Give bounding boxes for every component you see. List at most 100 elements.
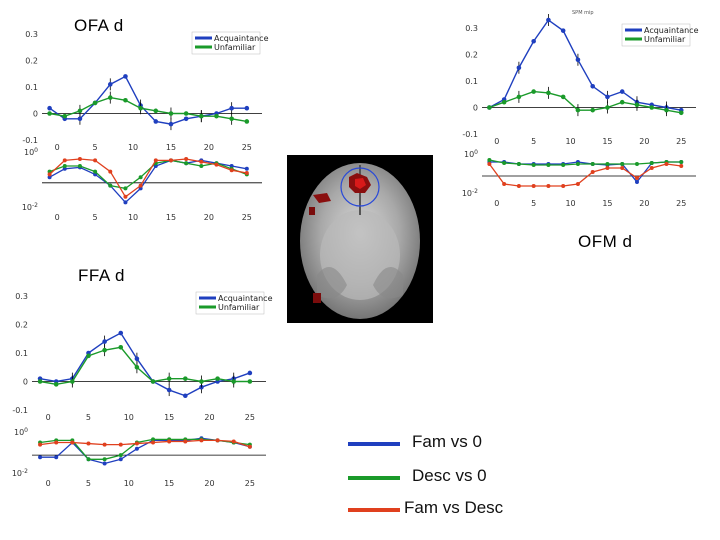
data-point [229, 116, 234, 122]
p-data-point [575, 182, 580, 186]
x-tick-label: 25 [245, 479, 255, 488]
ofm-title: OFM d [578, 232, 633, 251]
legend-entry: Unfamiliar [644, 35, 686, 44]
data-point [247, 370, 253, 376]
y-tick-label: 0 [473, 104, 478, 113]
ofm-panel: 0.3 0.2 0.1 0 -0.1 Acquaintance Unfamiliar 100 1… [456, 14, 706, 210]
p-data-point [62, 166, 67, 171]
tick-exponent: -2 [22, 468, 28, 475]
data-point [634, 102, 640, 108]
p-data-point [138, 183, 143, 188]
data-point [70, 379, 75, 384]
data-point [664, 107, 669, 113]
p-data-point [168, 158, 173, 163]
y-tick-label: -0.1 [462, 130, 478, 139]
p-data-point [231, 439, 236, 444]
p-data-point [118, 457, 123, 462]
x-tick-label-upper: 20 [639, 137, 649, 146]
p-data-point [123, 200, 128, 205]
data-point [168, 111, 174, 116]
data-point [546, 90, 551, 96]
p-data-point [184, 161, 189, 166]
data-point [118, 330, 124, 336]
activation-blob-core [355, 178, 366, 189]
data-point [183, 393, 188, 399]
p-data-point [679, 164, 684, 168]
y-tick-label: 0.3 [465, 24, 478, 33]
brain-fold-right [373, 267, 403, 299]
x-tick-label-upper: 25 [676, 137, 686, 146]
p-data-point [86, 441, 91, 446]
series-line [39, 332, 251, 397]
data-point [214, 113, 219, 119]
p-series-line [488, 163, 682, 187]
p-data-point [199, 164, 204, 168]
p-data-point [151, 440, 156, 445]
p-tick-label: 100 [14, 427, 28, 437]
p-data-point [184, 157, 189, 161]
data-point [92, 100, 98, 106]
x-tick-label-upper: 15 [166, 143, 176, 152]
y-tick-label: 0.3 [15, 292, 28, 301]
p-data-point [123, 186, 128, 191]
p-data-point [487, 162, 492, 166]
p-data-point [118, 442, 123, 447]
brain-slice-image [287, 155, 433, 323]
data-point [138, 105, 143, 111]
activation-blob-left [313, 193, 331, 203]
p-data-point [215, 438, 220, 443]
p-tick-label: 10-2 [12, 468, 28, 478]
x-tick-label-upper: 25 [242, 143, 252, 152]
data-point [215, 376, 220, 381]
ofa-panel: 0.3 0.2 0.1 0 -0.1 Acquaintance Unfamiliar 100 1… [16, 28, 269, 222]
legend-entry: Acquaintance [218, 294, 273, 303]
x-tick-label-upper: 5 [86, 413, 91, 422]
legend-entry: Acquaintance [644, 26, 699, 35]
data-point [560, 94, 566, 100]
x-tick-label: 0 [494, 199, 499, 208]
p-data-point [102, 461, 107, 466]
data-point [102, 339, 107, 344]
p-data-point [214, 162, 219, 167]
data-point [183, 111, 189, 116]
p-data-point [561, 184, 566, 188]
x-tick-label: 20 [204, 213, 214, 222]
p-data-point [54, 455, 59, 460]
y-tick-label: 0.2 [25, 57, 38, 66]
p-data-point [77, 164, 82, 168]
series-line [39, 346, 250, 386]
p-data-point [649, 161, 654, 165]
x-tick-label-upper: 25 [245, 413, 255, 422]
x-tick-label: 5 [531, 199, 536, 208]
data-point [107, 95, 113, 100]
data-point [134, 364, 140, 370]
tick-exponent: 0 [474, 149, 478, 156]
data-point [37, 379, 43, 384]
data-point [150, 379, 156, 384]
ffa-title: FFA d [78, 266, 125, 285]
data-point [118, 345, 124, 350]
data-point [531, 89, 536, 94]
p-data-point [54, 440, 59, 445]
data-point [575, 57, 581, 63]
p-data-point [664, 162, 669, 166]
p-data-point [229, 164, 234, 168]
y-tick-label: -0.1 [12, 406, 28, 415]
x-tick-label-upper: 20 [204, 143, 214, 152]
data-point [199, 379, 204, 384]
x-tick-label-upper: 10 [128, 143, 138, 152]
series-line [49, 96, 247, 123]
activation-blob-bottom [313, 293, 321, 303]
p-data-point [183, 439, 188, 444]
p-data-point [62, 158, 67, 163]
y-tick-label: 0 [23, 378, 28, 387]
data-point [134, 356, 140, 361]
p-tick-label: 10-2 [22, 202, 38, 212]
p-data-point [102, 442, 107, 447]
roi-circle [340, 167, 380, 207]
y-tick-label: 0 [33, 110, 38, 119]
p-series-line [489, 159, 682, 166]
p-data-point [118, 453, 123, 458]
x-tick-label-upper: 15 [164, 413, 174, 422]
p-data-point [531, 184, 536, 188]
